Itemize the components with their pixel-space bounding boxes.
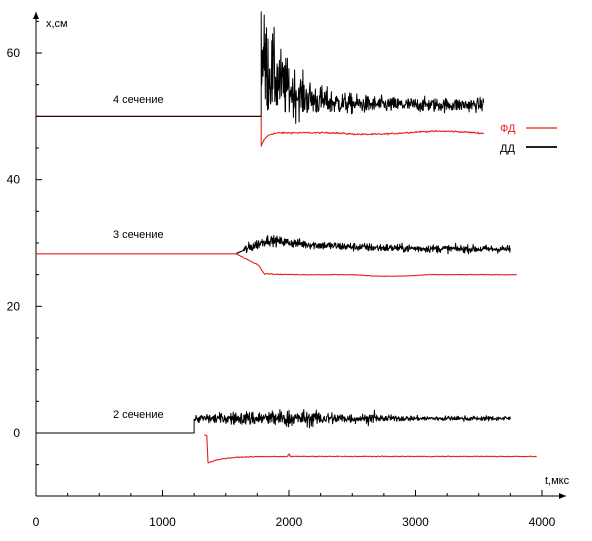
legend-label-fd: ФД (500, 123, 516, 135)
series-dd-section-3 (235, 234, 511, 255)
y-tick-label: 20 (7, 299, 21, 313)
series (36, 11, 537, 464)
legend: ФД ДД (500, 123, 557, 155)
y-tick-label: 60 (7, 46, 21, 60)
ticks: 0 1000 2000 3000 4000 0 20 40 60 (7, 20, 556, 529)
annotation-section-4: 4 сечение (113, 94, 164, 106)
x-tick-label: 4000 (529, 515, 556, 529)
x-axis-arrow (559, 493, 566, 499)
legend-label-dd: ДД (500, 143, 515, 155)
x-tick-label: 1000 (149, 515, 176, 529)
x-tick-label: 3000 (402, 515, 429, 529)
series-fd-section-2 (204, 434, 537, 464)
series-dd-section-2 (36, 409, 511, 434)
x-axis-label: t,мкс (545, 475, 570, 487)
series-fd-section-3 (36, 253, 518, 278)
series-dd-section-4 (36, 11, 485, 124)
axes (33, 12, 566, 499)
x-tick-label: 2000 (276, 515, 303, 529)
series-fd-section-4 (36, 115, 484, 147)
y-tick-label: 0 (13, 426, 20, 440)
annotation-section-3: 3 сечение (113, 229, 164, 241)
y-tick-label: 40 (7, 173, 21, 187)
y-axis-label: x,см (46, 18, 68, 30)
annotation-section-2: 2 сечение (113, 409, 164, 421)
y-axis-arrow (33, 12, 39, 19)
x-tick-label: 0 (33, 515, 40, 529)
